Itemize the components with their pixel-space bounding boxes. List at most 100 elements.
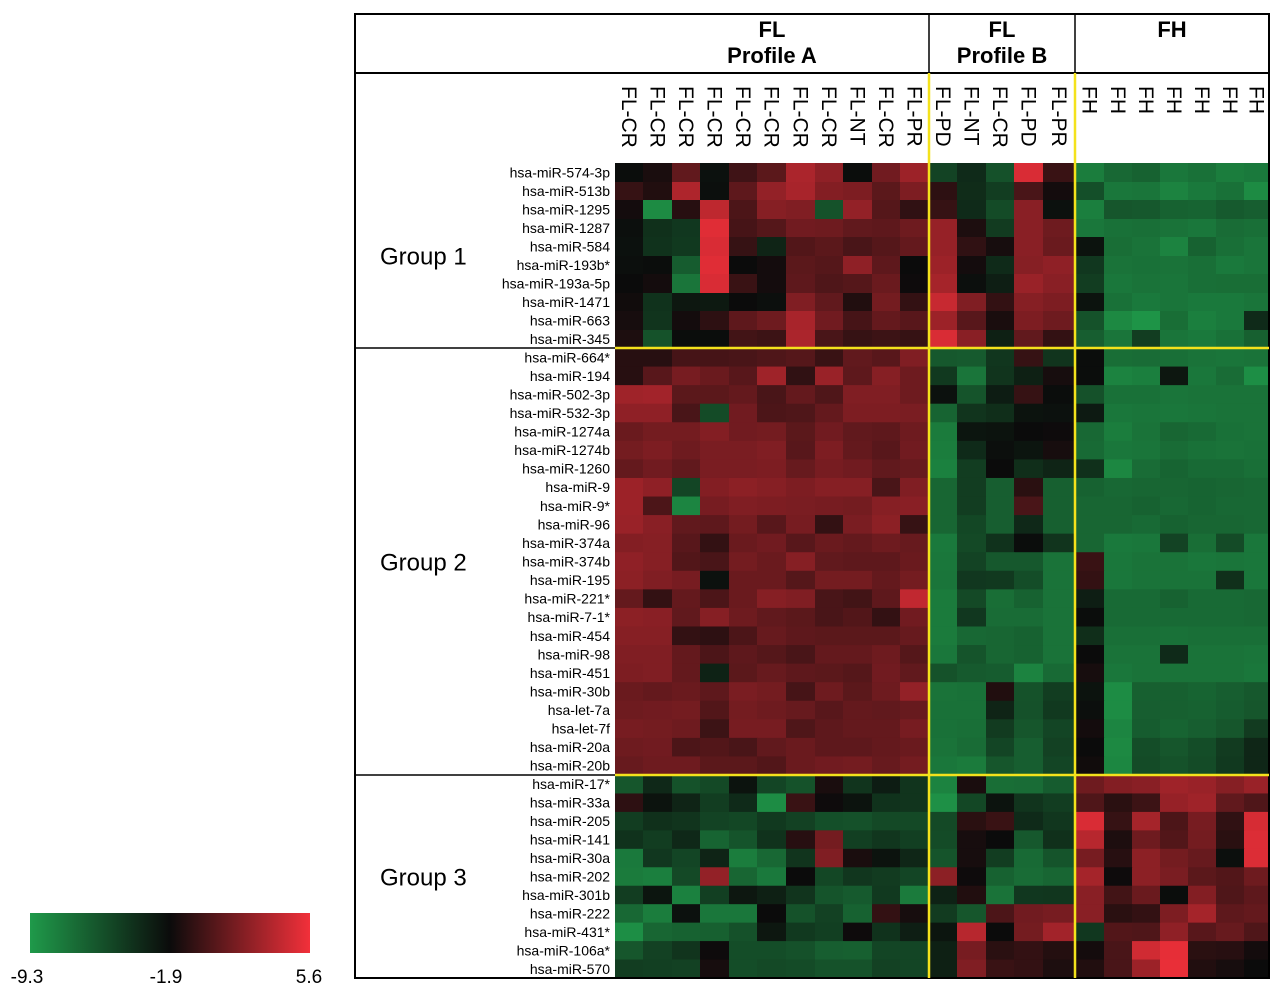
heatmap-cell [700, 459, 730, 479]
heatmap-cell [672, 496, 701, 516]
heatmap-cell [672, 477, 701, 498]
heatmap-cell [872, 422, 901, 442]
heatmap-cell [786, 570, 816, 590]
heatmap-cell [957, 922, 987, 942]
heatmap-cell [929, 775, 958, 795]
heatmap-cell [615, 440, 644, 460]
heatmap-cell [843, 737, 873, 758]
heatmap-cell [872, 663, 901, 683]
heatmap-cell [1043, 885, 1076, 905]
heatmap-cell [1216, 385, 1245, 405]
heatmap-cell [757, 793, 787, 813]
heatmap-cell [757, 607, 787, 628]
heatmap-cell [643, 959, 673, 979]
heatmap-cell [643, 422, 673, 442]
row-label: hsa-miR-451 [530, 665, 610, 681]
heatmap-cell [786, 477, 816, 498]
column-label: FL-CR [731, 86, 754, 148]
heatmap-cell [786, 867, 816, 887]
heatmap-cell [672, 607, 701, 628]
heatmap-cell [672, 163, 701, 183]
heatmap-cell [815, 848, 844, 868]
color-scale-legend: -9.3 -1.9 5.6 [11, 913, 322, 988]
heatmap-cell [872, 756, 901, 776]
heatmap-cell [786, 422, 816, 442]
heatmap-cell [1043, 775, 1076, 795]
heatmap-cell [700, 274, 730, 294]
heatmap-cell [815, 293, 844, 312]
heatmap-cell [1160, 256, 1189, 275]
heatmap-cell [1216, 533, 1245, 553]
heatmap-cell [1014, 552, 1044, 572]
heatmap-cell [815, 645, 844, 665]
heatmap-cell [757, 496, 787, 516]
heatmap-cell [672, 885, 701, 905]
heatmap-cell [672, 274, 701, 294]
heatmap-cell [1043, 793, 1076, 813]
heatmap-cell [1075, 830, 1105, 850]
heatmap-cell [700, 366, 730, 386]
heatmap-cell [843, 182, 873, 201]
heatmap-cell [1188, 830, 1217, 850]
heatmap-cell [1043, 830, 1076, 850]
heatmap-cell [1075, 163, 1105, 183]
heatmap-cell [843, 348, 873, 368]
heatmap-cell [957, 311, 987, 331]
heatmap-cell [757, 645, 787, 665]
heatmap-cell [1244, 663, 1270, 683]
heatmap-cell [843, 848, 873, 868]
heatmap-cell [643, 163, 673, 183]
heatmap-cell [1075, 274, 1105, 294]
heatmap-cell [843, 941, 873, 961]
heatmap-cell [957, 589, 987, 609]
heatmap-cell [929, 922, 958, 942]
heatmap-cell [1132, 403, 1161, 423]
heatmap-cell [1043, 293, 1076, 312]
heatmap-cell [729, 459, 758, 479]
heatmap-cell [643, 811, 673, 831]
heatmap-cell [957, 904, 987, 924]
heatmap-cell [700, 422, 730, 442]
heatmap-cell [929, 274, 958, 294]
heatmap-cell [957, 848, 987, 868]
heatmap-cell [929, 793, 958, 813]
heatmap-cell [986, 941, 1015, 961]
heatmap-cell [1043, 366, 1076, 386]
heatmap-cell [1014, 737, 1044, 758]
heatmap-cell [957, 293, 987, 312]
heatmap-cell [1104, 330, 1133, 349]
heatmap-cell [872, 385, 901, 405]
heatmap-cell [1216, 775, 1245, 795]
heatmap-cell [929, 867, 958, 887]
heatmap-cell [729, 589, 758, 609]
heatmap-cell [786, 700, 816, 720]
heatmap-cell [643, 256, 673, 275]
heatmap-cell [700, 607, 730, 628]
heatmap-cell [929, 366, 958, 386]
heatmap-cell [843, 533, 873, 553]
heatmap-cell [1075, 848, 1105, 868]
heatmap-cell [1188, 904, 1217, 924]
heatmap-cell [929, 256, 958, 275]
heatmap-cell [1043, 552, 1076, 572]
heatmap-cell [986, 811, 1015, 831]
heatmap-cell [815, 552, 844, 572]
heatmap-cell [986, 848, 1015, 868]
heatmap-cell [1043, 737, 1076, 758]
heatmap-cell [1132, 737, 1161, 758]
heatmap-cell [1160, 163, 1189, 183]
heatmap-cell [786, 366, 816, 386]
heatmap-cell [1216, 403, 1245, 423]
heatmap-cell [1014, 293, 1044, 312]
heatmap-cell [1188, 700, 1217, 720]
heatmap-cell [957, 737, 987, 758]
heatmap-cell [1075, 515, 1105, 535]
heatmap-cell [929, 552, 958, 572]
heatmap-cell [986, 756, 1015, 776]
heatmap-cell [1188, 182, 1217, 201]
heatmap-cell [1216, 811, 1245, 831]
heatmap-cell [843, 385, 873, 405]
heatmap-cell [872, 274, 901, 294]
heatmap-cell [1244, 941, 1270, 961]
heatmap-cell [615, 496, 644, 516]
